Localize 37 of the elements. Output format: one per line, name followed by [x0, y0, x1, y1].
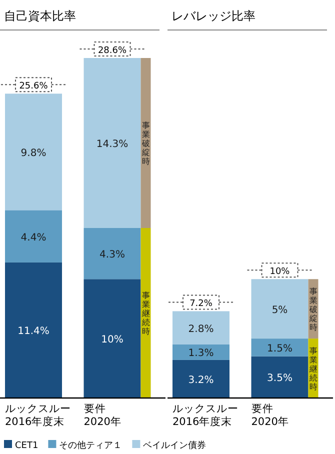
data-label: 5% [272, 304, 288, 316]
chart-title: 自己資本比率 [4, 9, 76, 23]
data-label: 1.5% [267, 343, 292, 354]
bar [5, 210, 62, 262]
bar [172, 311, 230, 345]
legend-label: ベイルイン債券 [143, 440, 206, 451]
bar [5, 94, 62, 210]
chart-title: レバレッジ比率 [172, 9, 256, 23]
band-label: 事業破綻時 [140, 121, 150, 166]
band-label: 事業破綻時 [308, 286, 318, 332]
data-label: 14.3% [96, 139, 128, 150]
data-label: 9.8% [20, 148, 46, 159]
band-label: 事業継続時 [140, 291, 150, 336]
total-label: 10% [270, 267, 290, 278]
data-label: 3.5% [267, 373, 292, 384]
x-tick-label: 要件 2020年 [84, 403, 122, 428]
data-label: 11.4% [18, 326, 50, 338]
band-label: 事業継続時 [308, 346, 318, 392]
legend-label: CET1 [15, 441, 38, 451]
data-label: 4.4% [20, 232, 46, 244]
bar [172, 344, 230, 360]
x-tick-label: ルックスルー 2016年度末 [5, 403, 71, 428]
legend-label: その他ティア１ [59, 440, 122, 451]
data-label: 4.3% [100, 250, 125, 261]
total-label: 28.6% [98, 46, 127, 56]
data-label: 2.8% [188, 324, 214, 335]
bar [251, 338, 308, 356]
data-label: 1.3% [188, 348, 214, 360]
bar [84, 228, 141, 280]
x-tick-label: 要件 2020年 [251, 403, 289, 428]
data-label: 3.2% [188, 374, 214, 386]
total-label: 25.6% [19, 82, 48, 92]
bar [172, 360, 230, 398]
x-tick-label: ルックスルー 2016年度末 [172, 403, 238, 428]
total-label: 7.2% [190, 299, 213, 310]
bar [5, 262, 62, 398]
data-label: 10% [101, 334, 124, 346]
